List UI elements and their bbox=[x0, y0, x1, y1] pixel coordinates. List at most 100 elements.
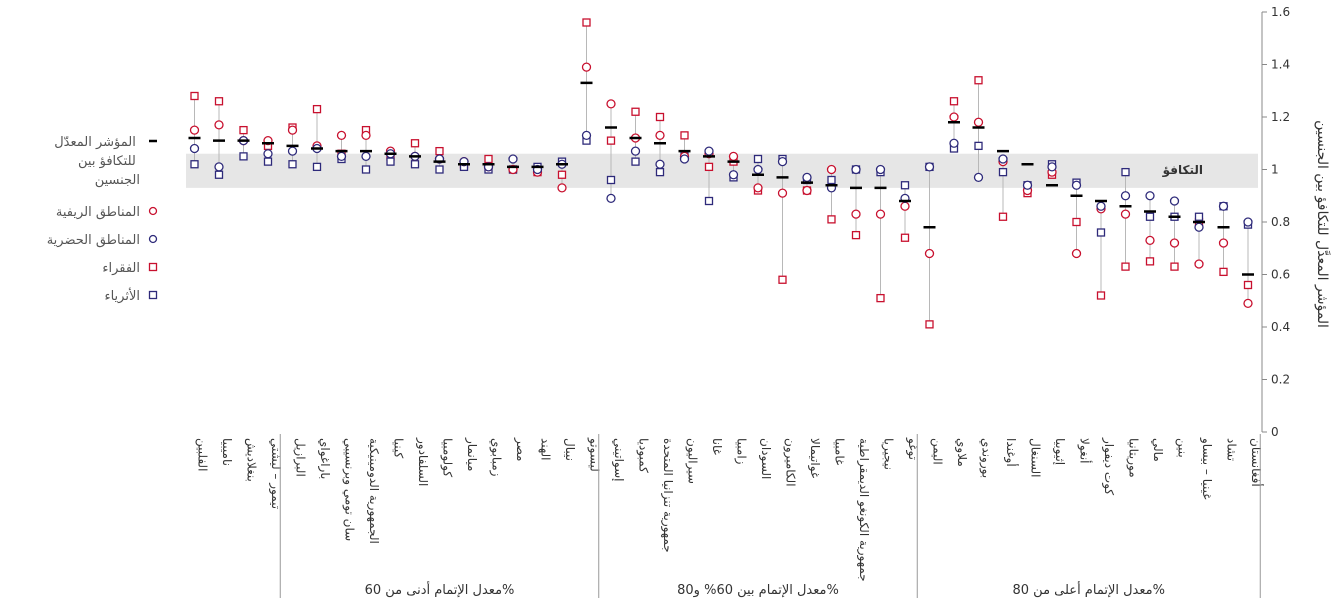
legend-richest-label: الأثرياء bbox=[104, 287, 140, 304]
y-tick-label: 1.6 bbox=[1271, 5, 1290, 19]
richest-point bbox=[288, 160, 297, 169]
poorest-point bbox=[949, 97, 959, 106]
legend-poorest-label: الفقراء bbox=[102, 261, 140, 276]
category-label: مصر bbox=[513, 437, 528, 461]
rural-point bbox=[777, 188, 788, 198]
richest-point bbox=[435, 165, 444, 174]
legend-rural-label: المناطق الريفية bbox=[56, 205, 140, 220]
urban-point bbox=[973, 172, 984, 183]
poorest-point bbox=[1170, 262, 1179, 271]
urban-point bbox=[679, 154, 690, 164]
legend-urban-label: المناطق الحضرية bbox=[47, 233, 140, 248]
category-label: أنغولا bbox=[1077, 438, 1093, 464]
urban-point bbox=[287, 146, 298, 156]
urban-point bbox=[606, 193, 616, 204]
urban-point bbox=[1194, 222, 1204, 232]
legend-urban-marker bbox=[148, 234, 158, 244]
poorest-point bbox=[851, 230, 861, 240]
richest-point bbox=[631, 157, 640, 166]
category-label: ليسوتو bbox=[587, 437, 602, 472]
poorest-point bbox=[1121, 262, 1130, 271]
category-label: إثيوبيا bbox=[1052, 438, 1067, 465]
poorest-point bbox=[1145, 257, 1155, 266]
poorest-point bbox=[900, 233, 910, 242]
category-label: تيمور – ليشتي bbox=[268, 438, 283, 509]
data-marks bbox=[188, 18, 1254, 329]
richest-point bbox=[239, 152, 248, 161]
category-label: كمبوديا bbox=[636, 438, 651, 473]
urban-point bbox=[361, 151, 371, 162]
category-label: جمهورية تنزانيا المتحدة bbox=[660, 438, 675, 553]
category-label: بوروندي bbox=[979, 438, 994, 478]
category-label: السلفادور bbox=[415, 437, 430, 486]
category-label: الجمهورية الدومينيكية bbox=[366, 438, 381, 544]
category-label: ملاوي bbox=[954, 438, 969, 467]
category-label: سيراليون bbox=[685, 438, 700, 484]
urban-point bbox=[1022, 180, 1033, 190]
urban-point bbox=[263, 149, 273, 159]
category-label: الهند bbox=[539, 438, 553, 460]
urban-point bbox=[1096, 201, 1106, 211]
group-label: معدل الإتمام أدنى من 60% bbox=[365, 581, 515, 598]
urban-point bbox=[753, 164, 763, 175]
urban-point bbox=[802, 172, 812, 183]
richest-point bbox=[974, 141, 983, 151]
category-label: مالي bbox=[1151, 438, 1165, 462]
urban-point bbox=[1071, 180, 1082, 190]
urban-point bbox=[851, 164, 861, 175]
richest-point bbox=[263, 157, 273, 166]
urban-point bbox=[336, 151, 347, 162]
rural-point bbox=[1145, 235, 1155, 246]
richest-point bbox=[827, 175, 836, 185]
category-label: تشاد bbox=[1225, 438, 1239, 461]
poorest-point bbox=[239, 125, 248, 135]
urban-point bbox=[581, 130, 592, 141]
poorest-point bbox=[312, 104, 322, 114]
category-label: غواتيمالا bbox=[807, 438, 822, 478]
category-label: غينيا – بيساو bbox=[1199, 437, 1214, 500]
rural-point bbox=[973, 117, 984, 127]
rural-point bbox=[1194, 259, 1204, 269]
richest-point bbox=[655, 167, 665, 177]
parity-label: التكافؤ bbox=[1162, 163, 1203, 178]
rural-point bbox=[214, 120, 224, 130]
poorest-point bbox=[1072, 217, 1081, 227]
y-tick-label: 0.4 bbox=[1271, 320, 1290, 334]
category-label: الفلبين bbox=[195, 438, 210, 471]
urban-point bbox=[728, 170, 739, 180]
rural-point bbox=[949, 112, 959, 122]
category-label: السودان bbox=[758, 438, 773, 479]
poorest-point bbox=[876, 293, 885, 303]
richest-point bbox=[190, 160, 199, 169]
poorest-point bbox=[925, 320, 934, 329]
category-label: البرازيل bbox=[293, 438, 308, 477]
richest-point bbox=[900, 181, 910, 190]
richest-point bbox=[1145, 212, 1155, 221]
poorest-point bbox=[655, 112, 665, 122]
poorest-point bbox=[606, 136, 616, 145]
urban-point bbox=[998, 154, 1008, 164]
poorest-point bbox=[974, 76, 983, 85]
rural-point bbox=[875, 209, 886, 219]
urban-point bbox=[1145, 191, 1155, 201]
category-label: أفغانستان bbox=[1249, 438, 1264, 487]
urban-point bbox=[924, 162, 935, 172]
rural-point bbox=[606, 99, 616, 109]
category-label: زامبيا bbox=[734, 438, 749, 465]
poorest-point bbox=[410, 139, 420, 148]
group-label: معدل الإتمام بين 60% و80% bbox=[677, 583, 839, 598]
rural-point bbox=[287, 125, 298, 135]
category-label: السنغال bbox=[1029, 438, 1043, 477]
poorest-point bbox=[778, 275, 787, 284]
urban-point bbox=[189, 143, 200, 154]
poorest-point bbox=[190, 91, 199, 101]
category-label: كولومبيا bbox=[440, 438, 455, 477]
category-label: سان تومي وبرنسيبي bbox=[342, 438, 357, 541]
richest-point bbox=[410, 160, 420, 169]
category-label: كينيا bbox=[392, 438, 406, 459]
urban-point bbox=[1218, 201, 1229, 211]
rural-point bbox=[581, 62, 592, 72]
category-label: موريتانيا bbox=[1126, 438, 1141, 478]
group-label: معدل الإتمام أعلى من 80% bbox=[1013, 581, 1165, 598]
category-label: إسواتيني bbox=[611, 438, 626, 482]
